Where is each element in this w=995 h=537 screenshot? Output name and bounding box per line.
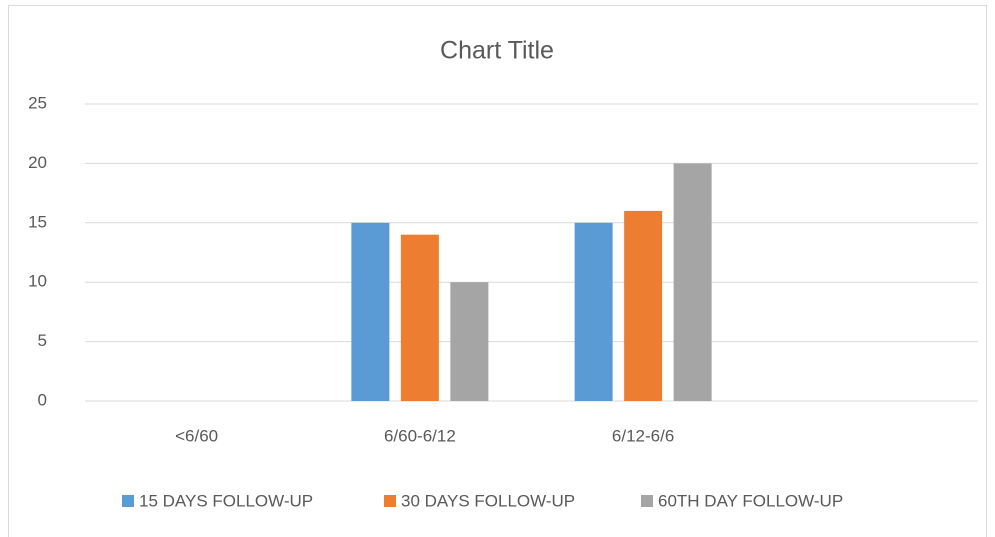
legend-swatch [122,495,134,507]
legend-label: 60TH DAY FOLLOW-UP [658,491,843,510]
y-tick-label: 25 [28,93,47,112]
x-tick-label: <6/60 [175,426,218,445]
y-tick-label: 5 [38,331,47,350]
legend-swatch [384,495,396,507]
legend-swatch [641,495,653,507]
y-tick-label: 0 [38,390,47,409]
chart-title: Chart Title [440,37,554,65]
bar [673,163,712,401]
bar [351,222,390,401]
bar [400,234,439,401]
bar [574,222,613,401]
legend-label: 15 DAYS FOLLOW-UP [139,491,313,510]
x-tick-label: 6/12-6/6 [612,426,674,445]
x-tick-label: 6/60-6/12 [384,426,456,445]
y-tick-label: 20 [28,153,47,172]
bar [450,282,489,401]
legend-label: 30 DAYS FOLLOW-UP [401,491,575,510]
bar [624,210,663,401]
y-tick-label: 10 [28,272,47,291]
y-tick-label: 15 [28,212,47,231]
chart-border [8,5,987,537]
